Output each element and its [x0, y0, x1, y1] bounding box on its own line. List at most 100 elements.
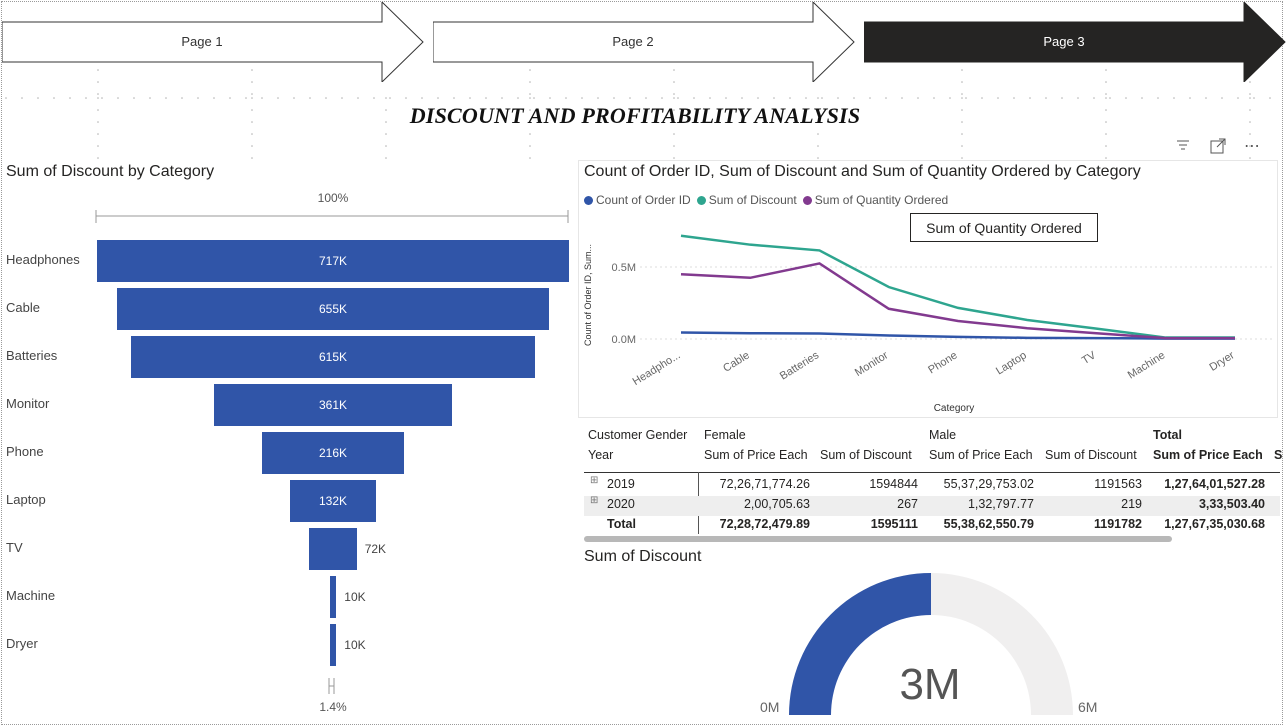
funnel-bar-value: 216K	[318, 446, 347, 460]
matrix-row-header: Customer Gender	[588, 428, 688, 442]
y-tick-label: 0.5M	[612, 262, 636, 274]
matrix-col-header: Sum of Price Each	[704, 448, 808, 462]
legend-dot-icon	[584, 195, 593, 205]
series-line[interactable]	[680, 234, 1235, 339]
matrix-group-female: Female	[704, 428, 746, 442]
expand-icon[interactable]: ⊞	[590, 475, 599, 486]
gauge-min-label: 0M	[760, 699, 780, 715]
funnel-title: Sum of Discount by Category	[6, 163, 215, 180]
matrix-horizontal-scrollbar[interactable]	[584, 536, 1172, 542]
chart-tooltip: Sum of Quantity Ordered	[910, 213, 1098, 242]
more-options-icon[interactable]: ⋯	[1244, 138, 1260, 155]
focus-mode-icon[interactable]	[1210, 138, 1226, 157]
series-line[interactable]	[680, 262, 1235, 340]
funnel-category-label: Laptop	[6, 492, 46, 507]
x-tick-label: Monitor	[853, 349, 891, 379]
y-tick-label: 0.0M	[612, 334, 636, 346]
funnel-bar[interactable]	[214, 384, 452, 426]
line-chart-title: Count of Order ID, Sum of Discount and S…	[584, 163, 1141, 180]
matrix-cell: 3,33,503.40	[1198, 497, 1265, 511]
matrix-col-header: S	[1274, 448, 1283, 462]
matrix-cell: 219	[1121, 497, 1142, 511]
funnel-bar[interactable]	[309, 528, 357, 570]
arrow-shape	[863, 0, 1286, 84]
funnel-bar[interactable]	[261, 432, 405, 474]
matrix-cell: 1,32,797.77	[967, 497, 1034, 511]
x-axis-label: Category	[934, 403, 975, 414]
matrix-col-header: Sum of Price Each	[929, 448, 1033, 462]
line-chart-legend: Count of Order ID Sum of Discount Sum of…	[584, 193, 948, 207]
gauge-title: Sum of Discount	[584, 548, 702, 565]
x-tick-label: Batteries	[778, 349, 822, 382]
matrix-total-cell: 1595111	[870, 517, 918, 531]
arrow-shape	[432, 0, 855, 84]
x-tick-label: Laptop	[994, 349, 1029, 377]
funnel-category-label: Machine	[6, 588, 56, 603]
legend-label: Count of Order ID	[596, 193, 691, 207]
legend-item-count[interactable]: Count of Order ID	[584, 193, 691, 207]
line-chart-frame	[578, 160, 1278, 418]
funnel-bar-value: 655K	[318, 302, 347, 316]
funnel-bar-value: 72K	[364, 542, 387, 556]
report-title: DISCOUNT AND PROFITABILITY ANALYSIS	[409, 103, 861, 128]
matrix-cell: 72,26,71,774.26	[719, 477, 810, 491]
funnel-bar-value: 10K	[344, 638, 366, 652]
funnel-bar[interactable]	[329, 624, 337, 666]
nav-page-1-button[interactable]: Page 1	[1, 0, 424, 84]
matrix-row-subheader: Year	[588, 448, 614, 462]
funnel-bar-value: 615K	[318, 350, 347, 364]
funnel-bar[interactable]	[97, 240, 569, 282]
matrix-col-header: Sum of Price Each	[1153, 448, 1263, 462]
matrix-cell: 55,37,29,753.02	[943, 477, 1034, 491]
legend-item-quantity[interactable]: Sum of Quantity Ordered	[802, 193, 949, 207]
matrix-cell: 1,27,64,01,527.28	[1164, 477, 1265, 491]
matrix-group-male: Male	[929, 428, 957, 442]
matrix-total-cell: 1191782	[1094, 517, 1142, 531]
funnel-bar[interactable]	[289, 480, 377, 522]
nav-page-2-button[interactable]: Page 2	[432, 0, 855, 84]
funnel-bar-value: 361K	[318, 398, 347, 412]
x-tick-label: Dryer	[1207, 349, 1236, 374]
funnel-bar-value: 717K	[318, 254, 348, 268]
gauge-value: 3M	[899, 660, 961, 709]
funnel-bottom-pct: 1.4%	[319, 700, 347, 714]
matrix-cell: 1191563	[1094, 477, 1142, 491]
legend-label: Sum of Discount	[708, 193, 797, 207]
funnel-bar-value: 132K	[318, 494, 347, 508]
funnel-bar[interactable]	[117, 288, 549, 330]
matrix-total-label: Total	[607, 517, 636, 531]
matrix-cell: 267	[897, 497, 918, 511]
matrix-total-cell: 72,28,72,479.89	[719, 517, 810, 531]
funnel-bar[interactable]	[329, 576, 337, 618]
funnel-category-label: Batteries	[6, 348, 58, 363]
funnel-category-label: Headphones	[6, 252, 80, 267]
series-line[interactable]	[680, 331, 1235, 340]
legend-item-discount[interactable]: Sum of Discount	[696, 193, 797, 207]
arrow-shape	[1, 0, 424, 84]
x-tick-label: Phone	[926, 349, 959, 376]
x-tick-label: TV	[1080, 349, 1099, 367]
funnel-category-label: Cable	[6, 300, 40, 315]
funnel-top-bracket	[95, 210, 569, 223]
x-tick-label: Cable	[721, 349, 752, 374]
matrix-table: Customer Gender Female Male Total Year S…	[584, 424, 1283, 544]
legend-dot-icon	[802, 195, 812, 205]
legend-label: Sum of Quantity Ordered	[814, 193, 949, 207]
gauge-fill[interactable]	[789, 573, 931, 715]
funnel-category-label: Dryer	[6, 636, 38, 651]
matrix-col-header: Sum of Discount	[820, 448, 912, 462]
filter-icon[interactable]	[1176, 138, 1190, 155]
nav-page-1-label: Page 1	[181, 34, 223, 49]
expand-icon[interactable]: ⊞	[590, 495, 599, 506]
nav-page-2-label: Page 2	[612, 34, 654, 49]
matrix-cell: 2,00,705.63	[743, 497, 810, 511]
funnel-bar[interactable]	[130, 336, 536, 378]
matrix-col-header: Sum of Discount	[1045, 448, 1137, 462]
funnel-bottom-bracket	[328, 678, 335, 694]
matrix-group-total: Total	[1153, 428, 1182, 442]
funnel-category-label: TV	[6, 540, 23, 555]
matrix-header-divider	[584, 472, 1280, 473]
matrix-cell: 1594844	[869, 477, 918, 491]
nav-page-3-button[interactable]: Page 3	[863, 0, 1286, 84]
